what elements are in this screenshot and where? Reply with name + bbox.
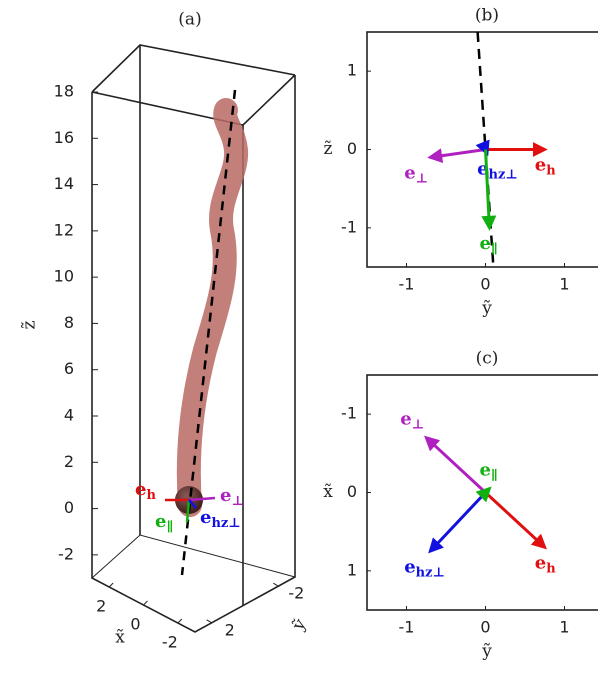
vector	[424, 435, 487, 494]
z-tick-label: 16	[54, 128, 74, 147]
x-tick-label: 0	[130, 615, 140, 634]
y-axis-label: x̃	[323, 482, 333, 502]
y-tick-label: 0	[347, 482, 357, 501]
y-tick-label: 0	[347, 139, 357, 158]
panel-title: (b)	[475, 6, 499, 26]
x-tick-label: -1	[399, 275, 415, 294]
vector-label: e⊥	[404, 162, 428, 186]
label-base: e	[404, 162, 415, 183]
label-sub: hz⊥	[416, 565, 445, 580]
y-tick	[273, 582, 279, 587]
label-sub: ∥	[491, 241, 498, 256]
z-tick-label: -2	[58, 544, 74, 563]
y-tick-label: 1	[347, 560, 357, 579]
vector	[427, 148, 486, 164]
x-tick-label: -1	[399, 618, 415, 637]
label-sub: ∥	[166, 520, 173, 535]
y-tick	[206, 619, 212, 624]
x-tick-label: 2	[96, 597, 106, 616]
label-base: e	[535, 552, 546, 573]
z-tick-label: 12	[54, 220, 74, 239]
label-sub: ⊥	[416, 171, 428, 186]
z-tick-label: 2	[64, 452, 74, 471]
vector	[484, 491, 547, 550]
x-tick	[143, 600, 148, 606]
vector-label: e∥	[155, 511, 173, 535]
y-axis-label: z̃	[324, 139, 333, 159]
x-tick	[108, 582, 114, 588]
x-tick-label: 1	[559, 275, 569, 294]
y-axis-label: ỹ	[288, 615, 311, 635]
z-tick-label: 4	[64, 406, 74, 425]
axis-dashed	[180, 89, 237, 576]
vector-label: eh	[535, 552, 556, 576]
z-axis-label: z̃	[20, 320, 40, 329]
panel-title: (a)	[178, 10, 201, 30]
y-tick-label: -1	[341, 404, 357, 423]
x-axis-label: ỹ	[481, 642, 492, 662]
label-sub: ⊥	[231, 494, 243, 509]
z-tick-label: 0	[64, 498, 74, 517]
x-axis-label: ỹ	[481, 299, 492, 319]
label-base: e	[535, 155, 546, 176]
x-tick-label: -2	[162, 633, 178, 652]
x-tick-label: 0	[480, 618, 490, 637]
label-base: e	[155, 511, 166, 532]
vector	[428, 491, 487, 554]
vector-label: eh	[535, 155, 556, 179]
vectors-3d	[165, 496, 216, 523]
label-sub: h	[546, 561, 556, 576]
z-tick-label: 6	[64, 359, 74, 378]
z-tick-label: 8	[64, 313, 74, 332]
y-tick-label: 1	[347, 61, 357, 80]
x-tick	[177, 618, 183, 624]
vector-label: ehz⊥	[404, 556, 445, 580]
vector-label: e⊥	[220, 485, 244, 509]
y-tick-label: -2	[288, 584, 304, 603]
y-tick-label: -1	[341, 217, 357, 236]
label-base: e	[135, 479, 146, 500]
vector-label: eh	[135, 479, 156, 503]
label-base: e	[404, 556, 415, 577]
panel-title: (c)	[476, 349, 499, 369]
z-tick-label: 10	[54, 267, 74, 286]
z-tick-label: 14	[54, 174, 74, 193]
vector	[481, 149, 497, 231]
vector-label: e∥	[479, 233, 497, 256]
x-tick-label: 1	[559, 618, 569, 637]
label-sub: h	[546, 163, 556, 178]
label-base: e	[477, 158, 488, 179]
label-base: e	[220, 485, 231, 506]
x-axis-label: x̃	[115, 628, 125, 648]
x-tick-label: 0	[480, 275, 490, 294]
label-sub: ⊥	[412, 417, 424, 432]
y-tick-label: 2	[225, 620, 235, 639]
vector	[475, 486, 492, 503]
vector-label: e⊥	[400, 409, 424, 433]
label-sub: hz⊥	[489, 167, 518, 182]
label-base: e	[479, 460, 490, 481]
vector-label: ehz⊥	[477, 158, 518, 182]
box-3d	[91, 44, 296, 633]
label-base: e	[400, 409, 411, 430]
label-base: e	[479, 233, 490, 254]
vector-label: e∥	[479, 460, 497, 484]
label-sub: hz⊥	[211, 516, 240, 531]
label-base: e	[200, 507, 211, 528]
label-sub: ∥	[491, 468, 498, 483]
filament	[176, 98, 249, 517]
z-tick-label: 18	[54, 82, 74, 101]
vector-label: ehz⊥	[200, 507, 241, 531]
label-sub: h	[146, 488, 156, 503]
